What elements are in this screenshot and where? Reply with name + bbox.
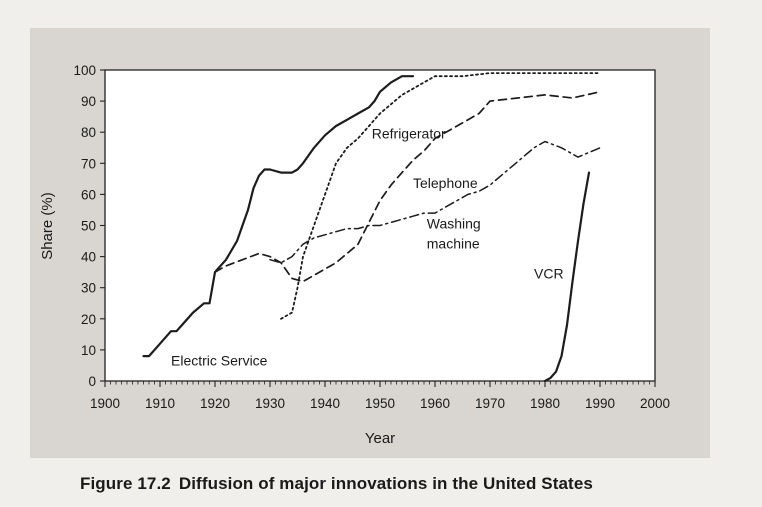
- series-label-refrigerator: Refrigerator: [372, 125, 446, 141]
- x-tick-label: 1950: [365, 396, 395, 411]
- series-line-refrigerator: [280, 72, 601, 320]
- y-tick-label: 50: [81, 219, 96, 234]
- y-axis-title: Share (%): [39, 192, 56, 260]
- x-tick-label: 2000: [640, 396, 670, 411]
- series-label-washing-machine: machine: [427, 236, 480, 252]
- y-tick-label: 20: [81, 312, 96, 327]
- series-label-vcr: VCR: [534, 265, 564, 281]
- y-tick-label: 60: [81, 187, 96, 202]
- y-tick-label: 80: [81, 125, 96, 140]
- figure-caption: Figure 17.2 Diffusion of major innovation…: [80, 474, 593, 494]
- x-tick-label: 1990: [585, 396, 615, 411]
- y-tick-label: 10: [81, 343, 96, 358]
- series-line-telephone: [214, 90, 601, 283]
- series-label-washing-machine: Washing: [427, 216, 481, 232]
- y-tick-label: 90: [81, 94, 96, 109]
- series-label-electric-service: Electric Service: [171, 352, 268, 368]
- x-tick-label: 1960: [420, 396, 450, 411]
- x-tick-label: 1970: [475, 396, 505, 411]
- figure-number: Figure 17.2: [80, 474, 171, 493]
- series-line-vcr: [543, 171, 591, 383]
- axes: 1900 1910 1920 1930 1940 1950 1960 1970 1980 1990…: [73, 63, 670, 411]
- figure-caption-text: Diffusion of major innovations in the Un…: [178, 474, 593, 493]
- y-tick-label: 0: [88, 374, 96, 389]
- y-tick-label: 70: [81, 156, 96, 171]
- y-tick-label: 100: [73, 63, 96, 78]
- series-label-telephone: Telephone: [413, 175, 478, 191]
- y-tick-label: 30: [81, 281, 96, 296]
- series-line-washing-machine: [269, 140, 601, 264]
- x-tick-label: 1940: [310, 396, 340, 411]
- series-lines: [142, 72, 601, 383]
- x-tick-label: 1980: [530, 396, 560, 411]
- x-tick-label: 1900: [90, 396, 120, 411]
- series-line-electric-service: [142, 75, 415, 358]
- x-tick-label: 1920: [200, 396, 230, 411]
- series-labels: Electric Service Refrigerator Telephone Was…: [171, 125, 564, 368]
- x-axis-title: Year: [365, 430, 395, 447]
- x-tick-label: 1910: [145, 396, 175, 411]
- y-tick-label: 40: [81, 250, 96, 265]
- x-tick-label: 1930: [255, 396, 285, 411]
